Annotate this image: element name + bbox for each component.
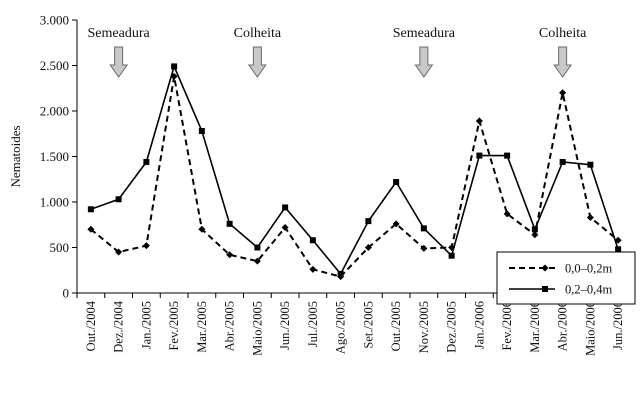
data-point <box>143 242 150 249</box>
annotation-label: Colheita <box>234 26 282 41</box>
data-point <box>559 89 566 96</box>
x-tick-label: Nov./2005 <box>417 301 431 353</box>
data-point <box>393 179 399 185</box>
y-tick-label: 3.000 <box>40 13 69 28</box>
data-point <box>227 221 233 227</box>
legend-label: 0,2–0,4m <box>565 283 613 297</box>
data-point <box>171 63 177 69</box>
data-point <box>587 162 593 168</box>
data-point <box>116 196 122 202</box>
x-tick-label: Jan./2006 <box>472 301 486 349</box>
series-2 <box>88 63 621 276</box>
data-point <box>365 218 371 224</box>
x-tick-label: Dez./2005 <box>445 301 459 353</box>
series-layer <box>87 63 621 280</box>
data-point <box>309 266 316 273</box>
annotation-label: Semeadura <box>393 26 456 41</box>
x-tick-label: Fev./2005 <box>167 301 181 351</box>
x-tick-label: Out./2005 <box>389 301 403 351</box>
x-tick-label: Jun./2006 <box>611 301 625 350</box>
x-tick-label: Maio/2005 <box>250 301 264 356</box>
data-point <box>338 271 344 277</box>
legend: 0,0–0,2m 0,2–0,4m <box>497 252 635 304</box>
x-tick-label: Jul./2005 <box>306 301 320 347</box>
data-point <box>199 128 205 134</box>
x-tick-label: Mar./2005 <box>195 301 209 353</box>
annotation-label: Colheita <box>539 26 587 41</box>
data-point <box>615 246 621 252</box>
y-axis-title: Nematoides <box>8 125 23 187</box>
annotation-label: Semeadura <box>88 26 151 41</box>
data-point <box>449 253 455 259</box>
x-tick-label: Fev./2006 <box>500 301 514 351</box>
y-tick-label: 1.000 <box>40 195 69 210</box>
down-arrow-icon <box>554 47 571 77</box>
x-tick-label: Set./2005 <box>361 301 375 349</box>
data-point <box>310 237 316 243</box>
y-tick-label: 1.500 <box>40 149 69 164</box>
data-point <box>476 118 483 125</box>
x-tick-label: Maio/2006 <box>583 301 597 356</box>
data-point <box>476 153 482 159</box>
x-tick-label: Jun./2005 <box>278 301 292 350</box>
data-point <box>532 226 538 232</box>
down-arrow-icon <box>415 47 432 77</box>
annotations: Semeadura Colheita Semeadura Colheita <box>88 26 588 77</box>
y-tick-label: 0 <box>63 286 70 301</box>
y-tick-label: 500 <box>50 240 70 255</box>
legend-marker <box>542 286 548 292</box>
x-tick-label: Ago./2005 <box>334 301 348 354</box>
x-tick-label: Out./2004 <box>84 300 98 351</box>
data-point <box>560 159 566 165</box>
down-arrow-icon <box>110 47 127 77</box>
x-tick-label: Jan./2005 <box>139 301 153 349</box>
x-tick-label: Dez./2004 <box>112 300 126 352</box>
data-point <box>282 204 288 210</box>
data-point <box>254 245 260 251</box>
y-tick-label: 2.000 <box>40 104 69 119</box>
data-point <box>88 206 94 212</box>
data-point <box>587 214 594 221</box>
x-tick-label: Abr./2006 <box>556 301 570 351</box>
data-point <box>531 231 538 238</box>
data-point <box>504 153 510 159</box>
data-point <box>143 159 149 165</box>
down-arrow-icon <box>249 47 266 77</box>
y-tick-label: 2.500 <box>40 58 69 73</box>
legend-label: 0,0–0,2m <box>565 262 613 276</box>
x-tick-label: Abr./2005 <box>223 301 237 351</box>
x-tick-label: Mar./2006 <box>528 301 542 353</box>
data-point <box>421 225 427 231</box>
